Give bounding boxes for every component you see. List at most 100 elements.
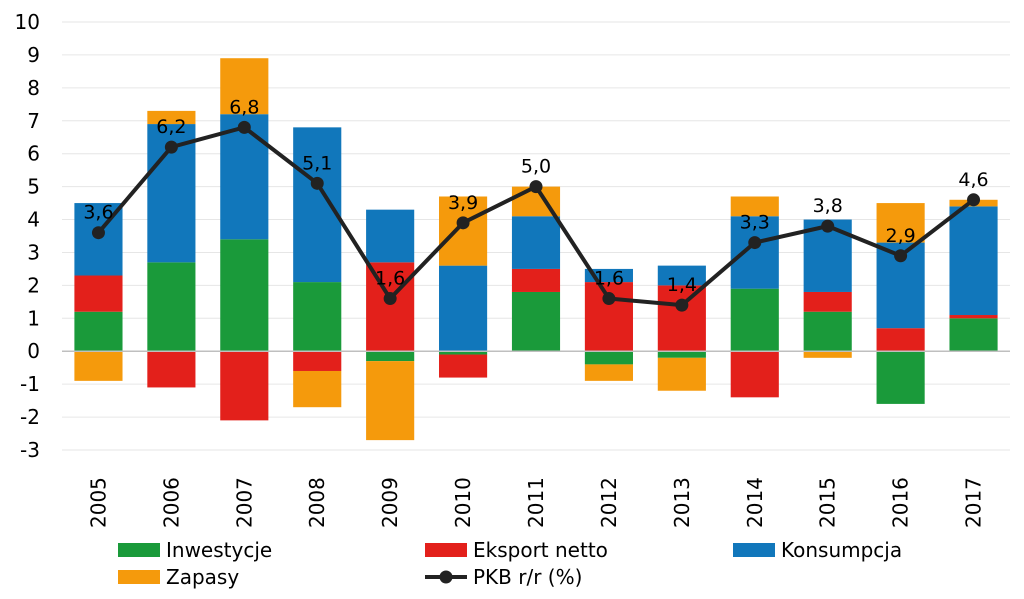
legend-label: Konsumpcja: [781, 538, 902, 562]
gdp-point: [821, 219, 835, 233]
bar-segment: [293, 351, 342, 371]
gdp-data-label: 6,8: [229, 96, 259, 118]
x-tick-label: 2014: [743, 477, 767, 528]
gdp-data-label: 1,4: [667, 274, 697, 296]
x-tick-label: 2009: [378, 477, 402, 528]
bar-segment: [949, 206, 998, 316]
gdp-data-label: 4,6: [958, 169, 988, 191]
gdp-point: [237, 120, 251, 134]
bar-segment: [949, 318, 998, 352]
legend-label: Eksport netto: [473, 538, 608, 562]
bar-segment: [293, 127, 342, 283]
x-tick-label: 2007: [232, 477, 256, 528]
legend-label: Inwestycje: [166, 538, 272, 562]
x-tick-label: 2006: [159, 477, 183, 528]
bar-segment: [949, 315, 998, 319]
gdp-data-label: 1,6: [375, 268, 405, 290]
bar-segment: [366, 209, 415, 263]
y-tick-label: 4: [27, 208, 40, 232]
y-tick-label: -1: [20, 372, 40, 396]
bars: [74, 58, 998, 441]
bar-segment: [366, 351, 415, 362]
bar-segment: [657, 351, 706, 358]
gdp-data-label: 2,9: [886, 225, 916, 247]
gdp-point: [383, 292, 397, 306]
gdp-data-label: 3,3: [740, 212, 770, 234]
legend-swatch: [118, 570, 160, 584]
legend-swatch: [118, 543, 160, 557]
bar-segment: [511, 291, 561, 352]
y-tick-label: 10: [15, 10, 40, 34]
bar-segment: [730, 288, 779, 352]
gdp-data-label: 3,6: [83, 202, 113, 224]
gdp-data-label: 6,2: [156, 116, 186, 138]
bar-segment: [803, 291, 852, 312]
gdp-data-label: 5,1: [302, 152, 332, 174]
legend-marker: [439, 570, 453, 584]
bar-segment: [74, 275, 123, 312]
bar-segment: [220, 114, 269, 240]
gdp-line: [91, 120, 981, 312]
y-tick-label: 7: [27, 109, 40, 133]
x-tick-label: 2012: [597, 477, 621, 528]
x-tick-label: 2015: [816, 477, 840, 528]
y-tick-label: 0: [27, 339, 40, 363]
bar-segment: [147, 262, 196, 352]
bar-segment: [730, 196, 779, 217]
legend-label: Zapasy: [166, 565, 239, 589]
y-tick-label: 6: [27, 142, 40, 166]
y-tick-label: 8: [27, 76, 40, 100]
bar-segment: [584, 351, 633, 365]
bar-segment: [220, 351, 269, 421]
x-tick-label: 2008: [305, 477, 329, 528]
legend-swatch: [425, 543, 467, 557]
gdp-point: [91, 226, 105, 240]
y-tick-label: 3: [27, 240, 40, 264]
bar-segment: [511, 216, 561, 269]
y-axis: -3 -2 -1 0 1 2 3 4 5 6 7 8 9 10: [15, 10, 40, 462]
y-tick-label: -2: [20, 405, 40, 429]
bar-segment: [584, 364, 633, 381]
x-axis: 2005 2006 2007 2008 2009 2010 2011 2012 2013 2014…: [86, 477, 985, 528]
x-tick-label: 2011: [524, 477, 548, 528]
bar-segment: [657, 357, 706, 391]
y-tick-label: 5: [27, 175, 40, 199]
gdp-data-label: 5,0: [521, 156, 551, 178]
bar-segment: [803, 311, 852, 352]
y-tick-label: 9: [27, 43, 40, 67]
gdp-point: [967, 193, 981, 207]
gdp-data-label: 1,6: [594, 268, 624, 290]
bar-segment: [730, 351, 779, 398]
bar-segment: [74, 311, 123, 352]
legend: Inwestycje Eksport netto Konsumpcja Zapasy P…: [118, 538, 902, 589]
y-tick-label: -3: [20, 438, 40, 462]
bar-segment: [220, 239, 269, 352]
bar-segment: [439, 265, 488, 352]
x-tick-label: 2016: [889, 477, 913, 528]
bar-segment: [147, 110, 196, 125]
gdp-point: [748, 236, 762, 250]
bar-segment: [293, 282, 342, 352]
bar-segment: [439, 351, 488, 355]
y-tick-label: 1: [27, 306, 40, 330]
bar-segment: [147, 351, 196, 388]
legend-label: PKB r/r (%): [473, 565, 582, 589]
bar-segment: [220, 58, 269, 115]
bar-segment: [293, 370, 342, 408]
bar-segment: [366, 361, 415, 441]
gdp-data-label: 3,8: [813, 195, 843, 217]
bar-segment: [366, 262, 415, 352]
gdp-point: [164, 140, 178, 154]
gdp-point: [675, 298, 689, 312]
data-labels: 3,6 6,2 6,8 5,1 1,6 3,9 5,0 1,6 1,4 3,3 3,8 2,9 4,6: [83, 96, 988, 296]
gdp-point: [602, 292, 616, 306]
bar-segment: [74, 351, 123, 381]
bar-segment: [876, 203, 925, 243]
x-tick-label: 2017: [962, 477, 986, 528]
bar-segment: [730, 216, 779, 289]
gdp-data-label: 3,9: [448, 192, 478, 214]
bar-segment: [876, 328, 925, 352]
gdp-point: [456, 216, 470, 230]
gdp-point: [894, 249, 908, 263]
bar-segment: [657, 285, 706, 352]
